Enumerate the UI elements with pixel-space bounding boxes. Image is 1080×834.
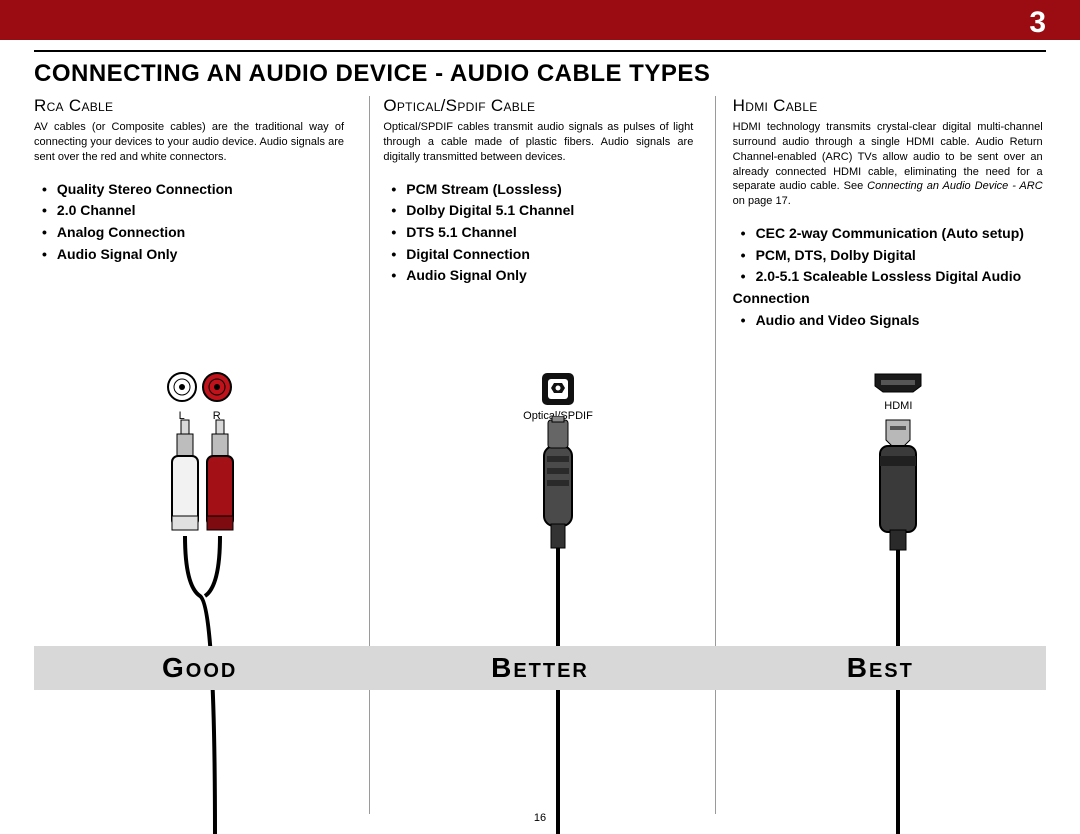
- column-rca: Rca Cable AV cables (or Composite cables…: [34, 96, 365, 804]
- column-title: Optical/Spdif Cable: [383, 96, 696, 116]
- rating-bar: Best: [715, 646, 1046, 690]
- rca-cable-icon: [34, 416, 365, 804]
- feature-item: Dolby Digital 5.1 Channel: [383, 200, 693, 222]
- top-rule: [34, 50, 1046, 52]
- rating-text: Good: [162, 652, 237, 684]
- columns-container: Rca Cable AV cables (or Composite cables…: [34, 96, 1046, 804]
- feature-item: 2.0-5.1 Scaleable Lossless Digital Audio…: [733, 266, 1043, 309]
- feature-item: CEC 2-way Communication (Auto setup): [733, 223, 1043, 245]
- column-desc: Optical/SPDIF cables transmit audio sign…: [383, 120, 693, 165]
- column-hdmi: Hdmi Cable HDMI technology transmits cry…: [715, 96, 1046, 804]
- feature-list: CEC 2-way Communication (Auto setup) PCM…: [733, 223, 1043, 331]
- feature-list: Quality Stereo Connection 2.0 Channel An…: [34, 179, 344, 266]
- hdmi-port-icon: [873, 372, 923, 396]
- column-title: Rca Cable: [34, 96, 347, 116]
- rating-bar: Better: [365, 646, 714, 690]
- optical-port: Optical/SPDIF: [383, 372, 732, 422]
- main-title: CONNECTING AN AUDIO DEVICE - AUDIO CABLE…: [34, 60, 710, 88]
- optical-port-icon: [541, 372, 575, 406]
- feature-list: PCM Stream (Lossless) Dolby Digital 5.1 …: [383, 179, 693, 287]
- column-optical: Optical/Spdif Cable Optical/SPDIF cables…: [365, 96, 714, 804]
- feature-item: PCM Stream (Lossless): [383, 179, 693, 201]
- rating-text: Best: [847, 652, 914, 684]
- hdmi-cable-icon: [733, 416, 1064, 804]
- rating-bar: Good: [34, 646, 365, 690]
- rca-ports: L R: [34, 372, 365, 422]
- feature-item: DTS 5.1 Channel: [383, 222, 693, 244]
- hdmi-port: HDMI: [733, 372, 1064, 412]
- feature-item: Digital Connection: [383, 244, 693, 266]
- feature-item: Audio Signal Only: [383, 265, 693, 287]
- page-banner: [0, 0, 1080, 40]
- optical-cable-icon: [383, 416, 732, 804]
- column-desc: AV cables (or Composite cables) are the …: [34, 120, 344, 165]
- rca-port-icon: [165, 372, 235, 406]
- rating-text: Better: [491, 652, 589, 684]
- column-desc: HDMI technology transmits crystal-clear …: [733, 120, 1043, 209]
- column-title: Hdmi Cable: [733, 96, 1046, 116]
- feature-item: Audio and Video Signals: [733, 310, 1043, 332]
- feature-item: Audio Signal Only: [34, 244, 344, 266]
- feature-item: 2.0 Channel: [34, 200, 344, 222]
- port-label: HDMI: [733, 400, 1064, 412]
- page-footer: 16: [0, 812, 1080, 824]
- page-number: 3: [1029, 6, 1046, 40]
- feature-item: Analog Connection: [34, 222, 344, 244]
- feature-item: PCM, DTS, Dolby Digital: [733, 245, 1043, 267]
- feature-item: Quality Stereo Connection: [34, 179, 344, 201]
